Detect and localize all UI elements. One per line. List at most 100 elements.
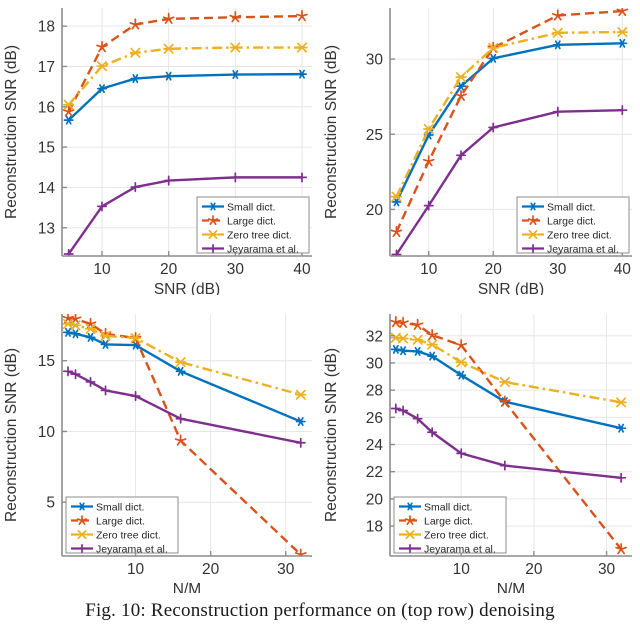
- series-line: [67, 46, 302, 106]
- y-axis-label: Reconstruction SNR (dB): [323, 348, 340, 522]
- data-point-marker: [551, 9, 564, 21]
- subplot-bottom-left: 5 10 15 10 20 30 N/M Reconstruction SNR (dB) Sma…: [0, 288, 320, 593]
- data-point-marker: [76, 515, 88, 525]
- legend-label: Small dict.: [547, 201, 595, 213]
- subplot-top-left: 13 14 15 16 17 18 10 20 30 40 SNR (dB) Reconstructi…: [0, 0, 320, 295]
- legend-label: Jeyarama et al.: [227, 243, 299, 255]
- data-series-group: [390, 8, 629, 256]
- axes: 18 20 22 24 26 28 30 32 10 20 30: [366, 314, 632, 578]
- data-point-marker: [398, 346, 409, 356]
- data-point-marker: [552, 40, 563, 50]
- x-axis-label: SNR (dB): [154, 281, 220, 295]
- x-axis-tick-label: 10: [127, 561, 145, 578]
- data-point-marker: [615, 397, 627, 408]
- data-point-marker: [423, 200, 434, 211]
- data-point-marker: [455, 357, 467, 368]
- data-point-marker: [130, 74, 141, 84]
- data-point-marker: [129, 333, 142, 344]
- x-axis-tick-label: 30: [227, 261, 245, 278]
- x-axis-tick-label: 10: [93, 261, 111, 278]
- series-line: [395, 30, 623, 198]
- data-point-marker: [296, 172, 308, 183]
- data-point-marker: [422, 155, 435, 167]
- subplot-top-right: 20 25 30 10 20 30 40 SNR (dB) Reconstruction SNR…: [320, 0, 640, 295]
- data-point-marker: [100, 339, 111, 349]
- data-point-marker: [455, 89, 467, 102]
- legend-label: Small dict.: [227, 201, 275, 213]
- data-point-marker: [455, 81, 467, 91]
- x-axis-tick-label: 20: [160, 261, 178, 278]
- y-axis-tick-label: 28: [366, 383, 383, 400]
- y-axis-label: Reconstruction SNR (dB): [3, 45, 20, 219]
- data-point-marker: [63, 248, 74, 256]
- legend-label: Zero tree dict.: [227, 229, 292, 241]
- x-axis-label: SNR (dB): [478, 281, 544, 295]
- data-point-marker: [69, 314, 82, 325]
- y-axis-tick-label: 15: [38, 353, 55, 370]
- data-point-marker: [175, 413, 186, 424]
- x-axis-tick-label: 40: [614, 261, 632, 278]
- legend-label: Zero tree dict.: [96, 529, 161, 541]
- data-point-marker: [295, 437, 306, 448]
- data-point-marker: [552, 106, 563, 117]
- series-line: [395, 348, 622, 430]
- legend-label: Zero tree dict.: [424, 529, 489, 541]
- series-line: [67, 14, 303, 113]
- data-point-marker: [175, 366, 186, 376]
- data-point-marker: [208, 244, 218, 253]
- x-axis-tick-label: 10: [420, 261, 438, 278]
- data-point-marker: [390, 403, 401, 414]
- data-point-marker: [528, 244, 538, 253]
- y-axis-tick-label: 20: [366, 491, 384, 508]
- data-point-marker: [69, 320, 82, 331]
- data-point-marker: [62, 99, 75, 110]
- data-point-marker: [99, 330, 112, 341]
- legend: Small dict. Large dict. Zero tree dict. Jey…: [516, 196, 630, 255]
- y-axis-tick-label: 10: [38, 424, 56, 441]
- data-point-marker: [229, 42, 242, 53]
- data-point-marker: [62, 105, 75, 117]
- data-point-marker: [129, 18, 142, 30]
- data-point-marker: [616, 423, 627, 433]
- data-point-marker: [96, 41, 108, 53]
- data-point-marker: [85, 376, 96, 387]
- legend-label: Large dict.: [227, 215, 276, 227]
- data-point-marker: [391, 249, 402, 256]
- data-point-marker: [84, 323, 97, 334]
- data-series-group: [390, 316, 627, 555]
- data-point-marker: [296, 69, 308, 79]
- data-point-marker: [455, 72, 467, 83]
- data-point-marker: [296, 42, 308, 53]
- data-series-group: [62, 9, 308, 256]
- data-point-marker: [96, 61, 108, 72]
- series-line: [395, 407, 622, 480]
- legend-label: Small dict.: [424, 501, 472, 513]
- legend-label: Jeyarama et al.: [424, 543, 496, 555]
- data-point-marker: [77, 502, 87, 511]
- data-point-marker: [455, 339, 468, 351]
- data-point-marker: [129, 47, 142, 58]
- data-point-marker: [616, 26, 628, 38]
- data-point-marker: [615, 543, 627, 555]
- x-axis-label: N/M: [497, 581, 525, 593]
- y-axis-label: Reconstruction SNR (dB): [3, 348, 20, 522]
- y-axis-tick-label: 18: [38, 19, 55, 36]
- data-point-marker: [397, 333, 409, 344]
- data-point-marker: [230, 70, 241, 80]
- data-point-marker: [397, 316, 409, 328]
- data-point-marker: [295, 417, 306, 427]
- y-axis-tick-label: 5: [46, 495, 55, 512]
- figure-caption: Fig. 10: Reconstruction performance on (…: [85, 600, 555, 621]
- legend-label: Small dict.: [96, 501, 144, 513]
- data-point-marker: [85, 332, 96, 342]
- data-point-marker: [296, 9, 308, 22]
- data-point-marker: [163, 175, 174, 186]
- data-point-marker: [294, 548, 307, 556]
- data-point-marker: [390, 344, 401, 354]
- legend-label: Large dict.: [96, 515, 145, 527]
- data-point-marker: [552, 27, 564, 38]
- data-point-marker: [405, 530, 415, 539]
- data-point-marker: [391, 197, 402, 207]
- y-axis-tick-label: 14: [38, 180, 56, 197]
